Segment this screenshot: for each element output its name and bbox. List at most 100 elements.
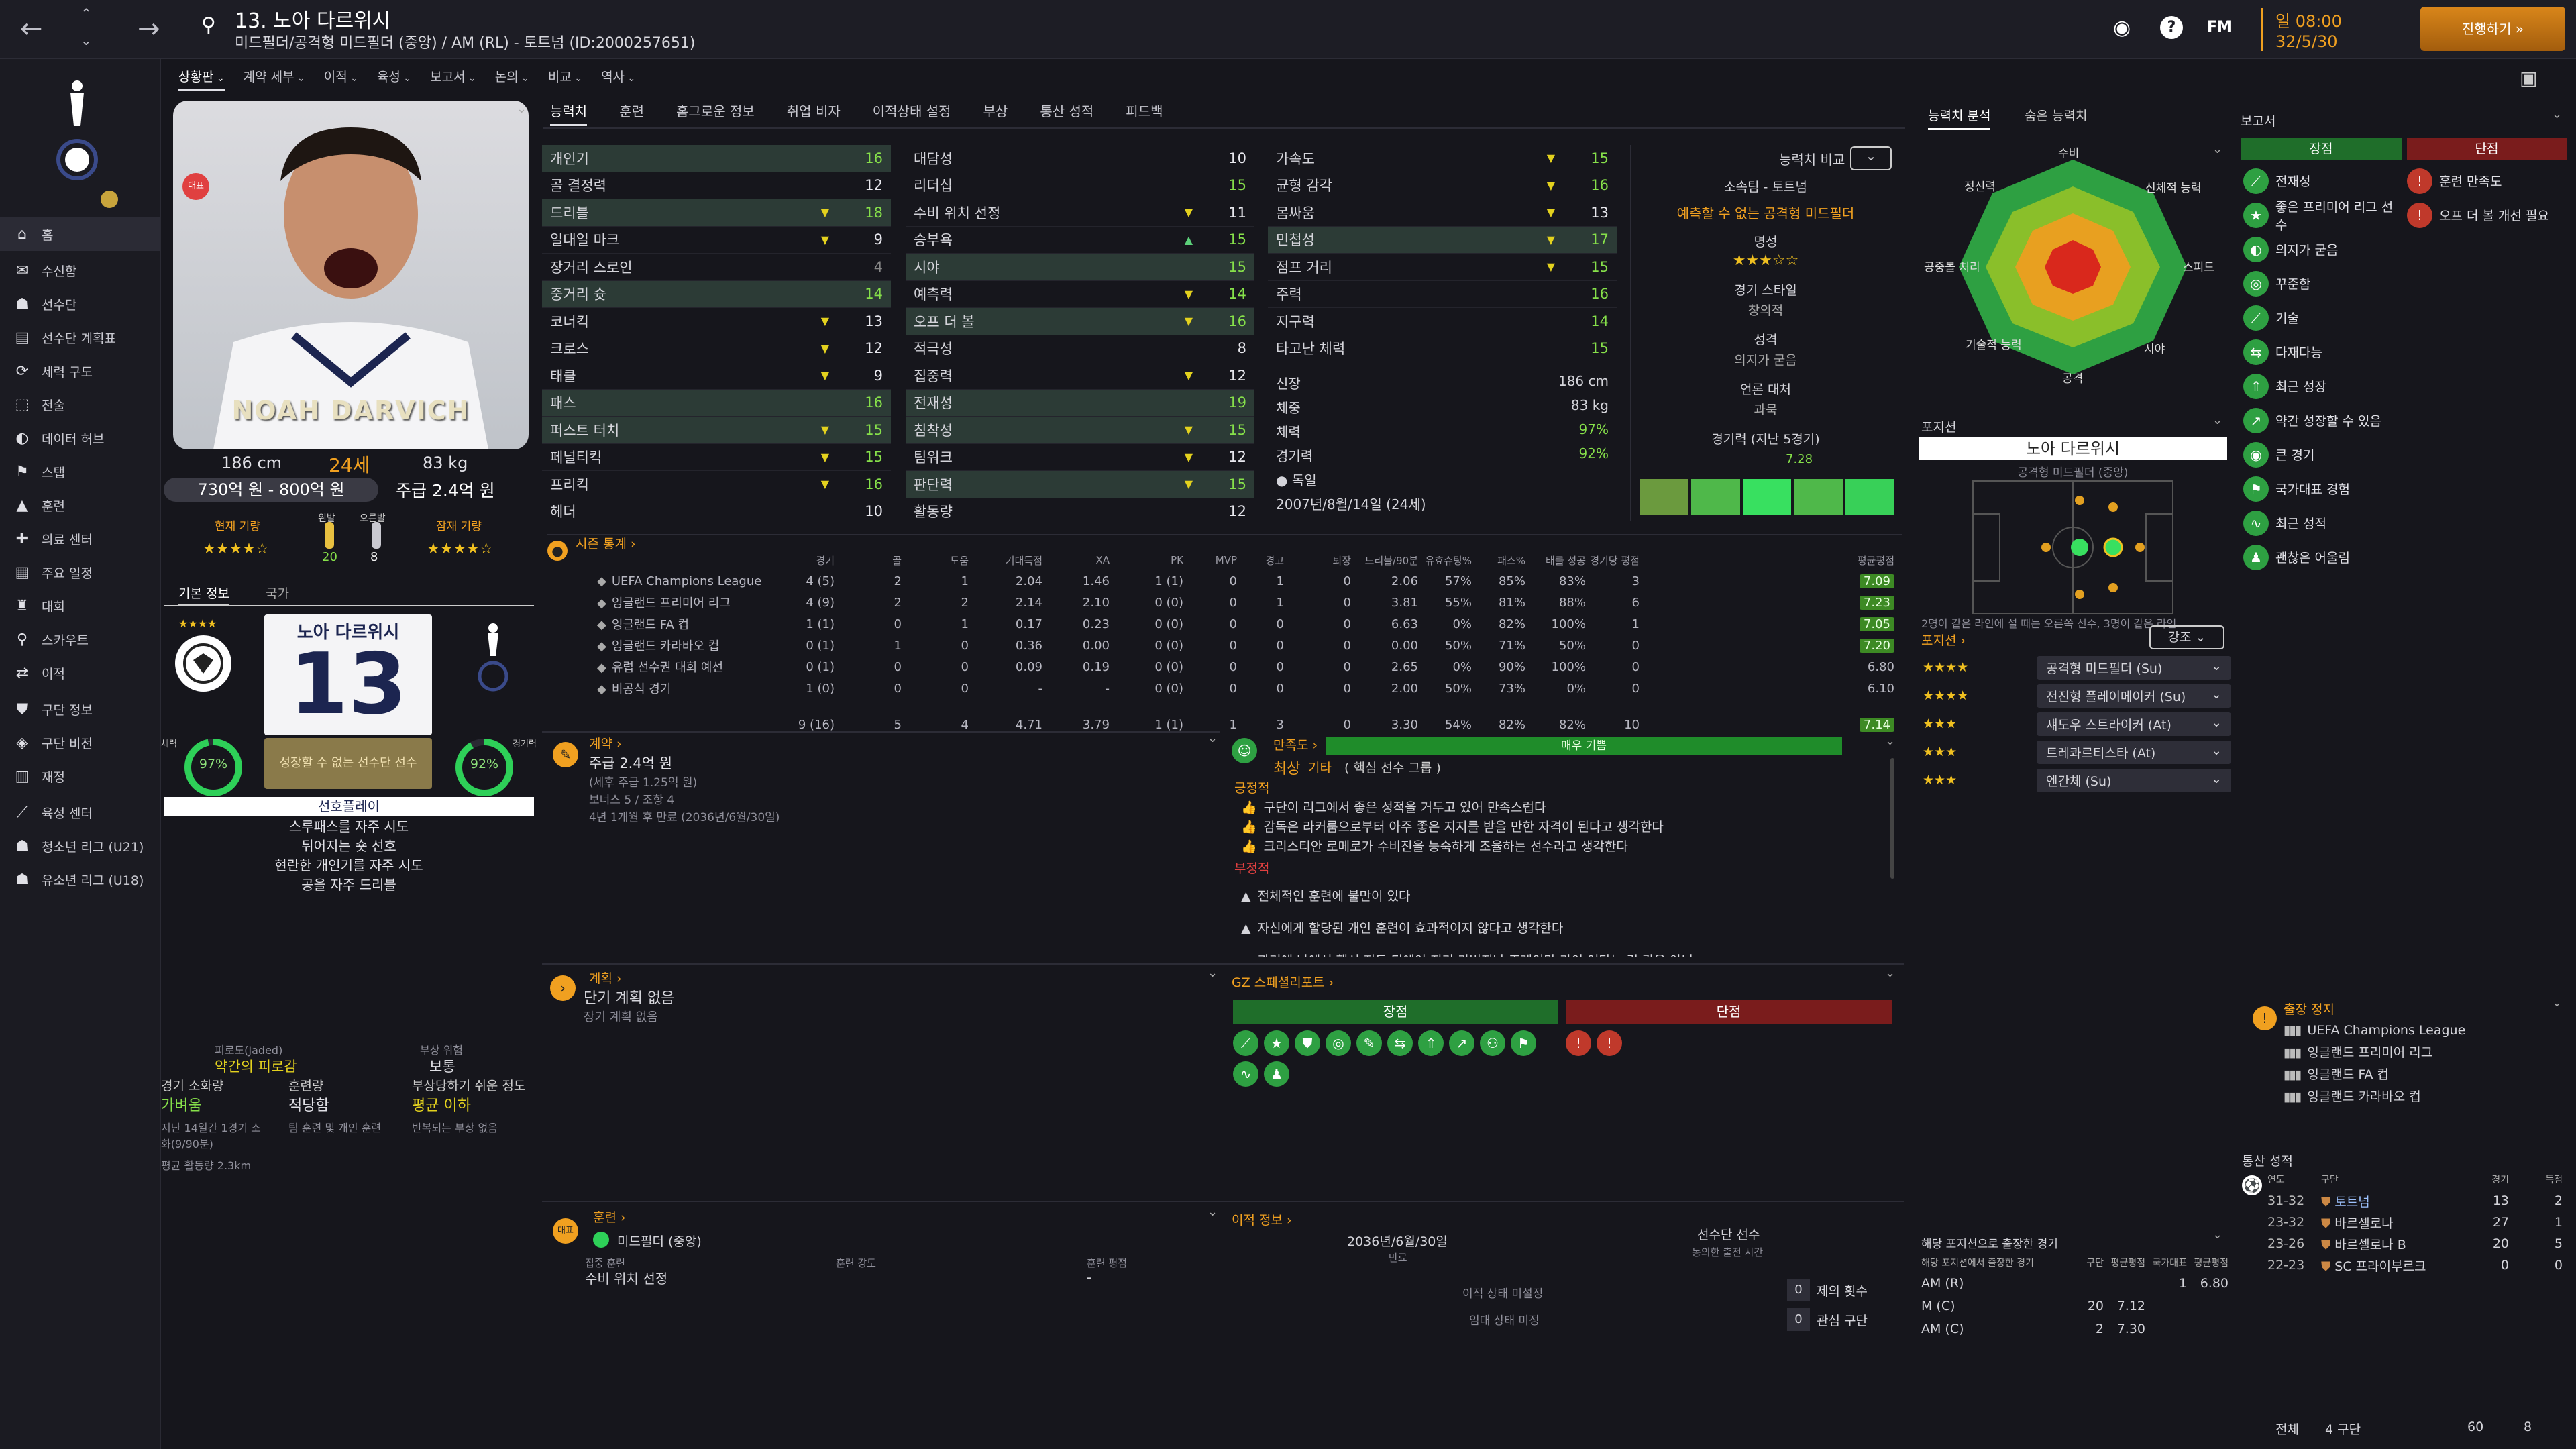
stats-header[interactable]: 도움 — [950, 554, 969, 567]
report-strength-item[interactable]: ◐ 의지가 굳음 — [2243, 232, 2404, 266]
attribute-row[interactable]: 승부욕 ▲ 15 — [906, 227, 1254, 254]
career-club[interactable]: 바르셀로나 — [2334, 1216, 2394, 1231]
sidebar-item-15[interactable]: ◈ 구단 비전 — [0, 726, 160, 759]
report-weakness-item[interactable]: ! 오프 더 볼 개선 필요 — [2407, 198, 2568, 232]
report-strength-item[interactable]: ⟋ 전재성 — [2243, 164, 2404, 198]
happiness-title[interactable]: 만족도 › — [1273, 738, 1318, 753]
chevron-down-icon[interactable]: ⌄ — [80, 32, 92, 48]
attribute-row[interactable]: 개인기 16 — [542, 145, 891, 172]
attribute-row[interactable]: 페널티킥 ▼ 15 — [542, 444, 891, 471]
wave-icon[interactable]: ∿ — [1233, 1061, 1258, 1087]
attribute-row[interactable]: 프리킥 ▼ 16 — [542, 471, 891, 498]
attribute-row[interactable]: 점프 거리 ▼ 15 — [1268, 254, 1617, 281]
subtab-2[interactable]: 이적 ⌄ — [324, 67, 358, 85]
transfer-title[interactable]: 이적 정보 › — [1232, 1213, 1292, 1228]
roles-title[interactable]: 포지션 › — [1921, 633, 1966, 648]
attr-tab-2[interactable]: 홈그로운 정보 — [676, 103, 755, 119]
career-row[interactable]: 31-32 ⛊ 토트넘 13 2 — [2267, 1190, 2563, 1212]
career-row[interactable]: 23-26 ⛊ 바르셀로나 B 20 5 — [2267, 1233, 2563, 1254]
role-row[interactable]: ★★★★ 전진형 플레이메이커 (Su) ⌄ — [1923, 682, 2231, 710]
attribute-row[interactable]: 타고난 체력 15 — [1268, 335, 1617, 362]
report-weakness-item[interactable]: ! 훈련 만족도 — [2407, 164, 2568, 198]
attr-tab-7[interactable]: 피드백 — [1126, 103, 1163, 119]
sidebar-item-16[interactable]: ▥ 재정 — [0, 759, 160, 793]
attribute-row[interactable]: 중거리 슛 14 — [542, 280, 891, 308]
layout-icon[interactable]: ▣ — [2520, 67, 2538, 89]
attribute-row[interactable]: 크로스 ▼ 12 — [542, 335, 891, 362]
attr-tab-1[interactable]: 훈련 — [619, 103, 645, 119]
group-icon[interactable]: ⚇ — [1480, 1030, 1505, 1056]
stats-header[interactable]: 드리블/90분 — [1364, 554, 1418, 567]
role-row[interactable]: ★★★★ 공격형 미드필더 (Su) ⌄ — [1923, 653, 2231, 682]
attribute-row[interactable]: 오프 더 볼 ▼ 16 — [906, 308, 1254, 335]
attribute-row[interactable]: 가속도 ▼ 15 — [1268, 145, 1617, 172]
training-menu-icon[interactable]: ⌄ — [1208, 1205, 1218, 1219]
attr-tab-4[interactable]: 이적상태 설정 — [872, 103, 951, 119]
report-strength-item[interactable]: ⚑ 국가대표 경험 — [2243, 472, 2404, 506]
sidebar-item-1[interactable]: ✉ 수신함 — [0, 254, 160, 287]
report-strength-item[interactable]: ★ 좋은 프리미어 리그 선수 — [2243, 198, 2404, 233]
shield-icon[interactable]: ⛊ — [1295, 1030, 1320, 1056]
flag-icon[interactable]: ⚑ — [1511, 1030, 1536, 1056]
plan-menu-icon[interactable]: ⌄ — [1208, 966, 1218, 980]
report-strength-item[interactable]: ♟ 괜찮은 어울림 — [2243, 540, 2404, 574]
training-dislike-icon[interactable]: ! — [1566, 1030, 1591, 1056]
radar-menu-icon[interactable]: ⌄ — [2212, 142, 2223, 156]
sidebar-item-13[interactable]: ⇄ 이적 — [0, 656, 160, 690]
attribute-row[interactable]: 수비 위치 선정 ▼ 11 — [906, 199, 1254, 227]
search-icon[interactable]: ⚲ — [201, 13, 216, 37]
stats-header[interactable]: 평균평점 — [1857, 554, 1894, 567]
photo-menu-icon[interactable]: ⌄ — [517, 102, 527, 116]
attribute-row[interactable]: 리더십 15 — [906, 172, 1254, 199]
attribute-row[interactable]: 팀워크 ▼ 12 — [906, 444, 1254, 471]
attribute-row[interactable]: 균형 감각 ▼ 16 — [1268, 172, 1617, 199]
attribute-row[interactable]: 집중력 ▼ 12 — [906, 362, 1254, 390]
trend-icon[interactable]: ↗ — [1449, 1030, 1474, 1056]
stats-header[interactable]: PK — [1171, 554, 1183, 566]
attribute-row[interactable]: 장거리 스로인 4 — [542, 254, 891, 281]
report-strength-item[interactable]: ⟋ 기술 — [2243, 301, 2404, 335]
report-strength-item[interactable]: ↗ 약간 성장할 수 있음 — [2243, 403, 2404, 437]
attribute-row[interactable]: 지구력 14 — [1268, 308, 1617, 335]
stats-row[interactable]: ◆ 잉글랜드 FA 컵 1 (1) 0 1 0.17 0.23 0 (0) 0 0 0 6.63 0% 8… — [577, 613, 1898, 635]
role-row[interactable]: ★★★ 엔간체 (Su) ⌄ — [1923, 766, 2231, 794]
sidebar-item-11[interactable]: ♜ 대회 — [0, 589, 160, 623]
sidebar-item-19[interactable]: ☗ 유소년 리그 (U18) — [0, 863, 160, 896]
stats-header[interactable]: 기대득점 — [1005, 554, 1042, 567]
sidebar-item-17[interactable]: ⟋ 육성 센터 — [0, 796, 160, 829]
attribute-row[interactable]: 패스 16 — [542, 389, 891, 417]
chevron-up-icon[interactable]: ⌃ — [80, 5, 92, 21]
attribute-row[interactable]: 전재성 19 — [906, 389, 1254, 417]
stats-header[interactable]: XA — [1095, 554, 1110, 566]
attribute-row[interactable]: 판단력 ▼ 15 — [906, 471, 1254, 498]
sidebar-item-10[interactable]: ▦ 주요 일정 — [0, 555, 160, 589]
role-select[interactable]: 공격형 미드필더 (Su) ⌄ — [2037, 655, 2231, 680]
attribute-row[interactable]: 태클 ▼ 9 — [542, 362, 891, 390]
attr-tab-6[interactable]: 통산 성적 — [1040, 103, 1094, 119]
star-icon[interactable]: ★ — [1264, 1030, 1289, 1056]
attribute-row[interactable]: 적극성 8 — [906, 335, 1254, 362]
role-select[interactable]: 전진형 플레이메이커 (Su) ⌄ — [2037, 684, 2231, 708]
stats-header[interactable]: 패스% — [1497, 554, 1525, 567]
stats-row[interactable]: ◆ 잉글랜드 프리미어 리그 4 (9) 2 2 2.14 2.10 0 (0) 0 1 0 3.81… — [577, 592, 1898, 613]
subtab-6[interactable]: 비교 ⌄ — [548, 67, 582, 85]
report-strength-item[interactable]: ⇑ 최근 성장 — [2243, 369, 2404, 403]
attribute-row[interactable]: 골 결정력 12 — [542, 172, 891, 199]
gz-menu-icon[interactable]: ⌄ — [1885, 966, 1896, 980]
plan-title[interactable]: 계획 › — [589, 971, 622, 986]
subtab-7[interactable]: 역사 ⌄ — [601, 67, 635, 85]
sidebar-item-6[interactable]: ◐ 데이터 허브 — [0, 421, 160, 455]
contract-title[interactable]: 계약 › — [589, 737, 622, 751]
contract-menu-icon[interactable]: ⌄ — [1208, 731, 1218, 745]
career-club[interactable]: SC 프라이부르크 — [2334, 1258, 2426, 1274]
attribute-row[interactable]: 드리블 ▼ 18 — [542, 199, 891, 227]
target-icon[interactable]: ◎ — [1326, 1030, 1351, 1056]
stats-header[interactable]: 퇴장 — [1332, 554, 1351, 567]
subtab-1[interactable]: 계약 세부 ⌄ — [244, 67, 305, 85]
sidebar-item-7[interactable]: ⚑ 스탭 — [0, 455, 160, 488]
happiness-menu-icon[interactable]: ⌄ — [1885, 734, 1896, 748]
role-select[interactable]: 트레콰르티스타 (At) ⌄ — [2037, 740, 2231, 764]
tab-attribute-analysis[interactable]: 능력치 분석 — [1928, 106, 1991, 130]
sidebar-item-12[interactable]: ⚲ 스카우트 — [0, 623, 160, 656]
role-row[interactable]: ★★★ 트레콰르티스타 (At) ⌄ — [1923, 738, 2231, 766]
